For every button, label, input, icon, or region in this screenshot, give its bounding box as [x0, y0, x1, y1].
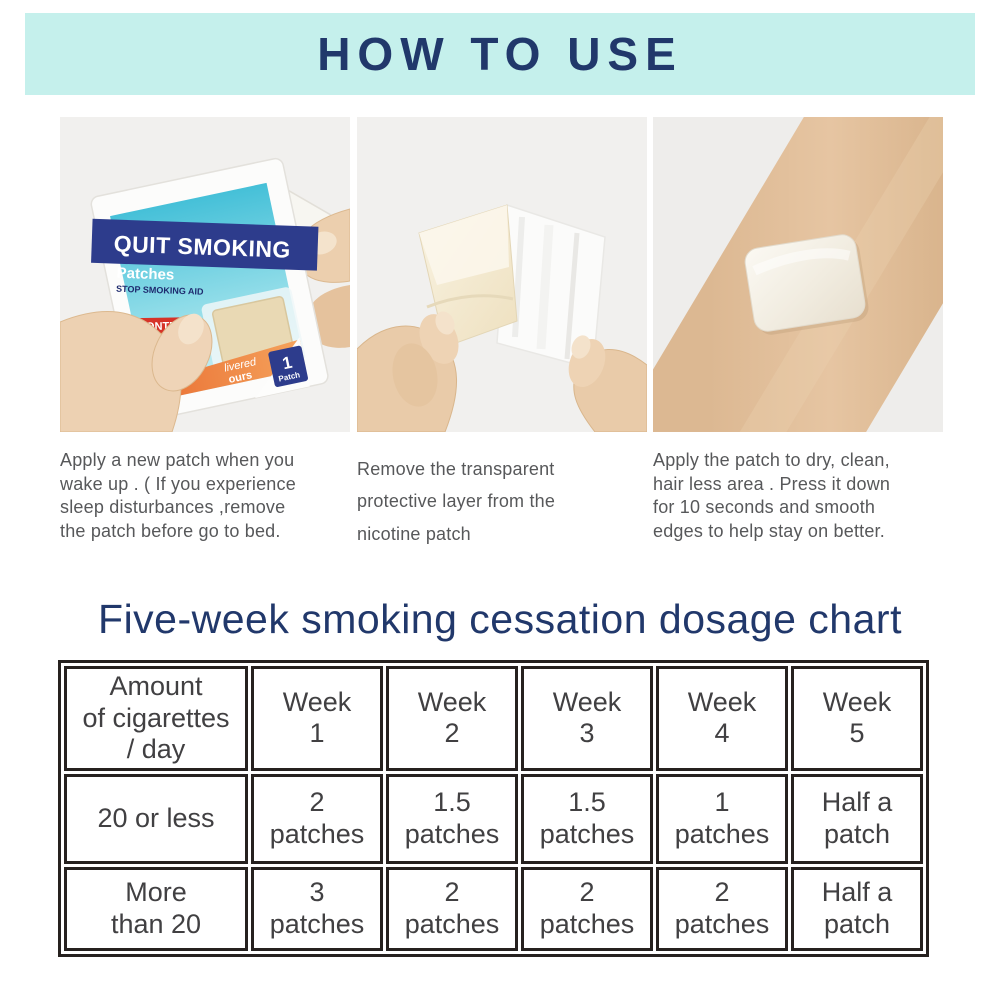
svg-text:Patch: Patch	[278, 370, 301, 383]
step-2: Remove the transparent protective layer …	[357, 117, 647, 550]
row1-week5: Half a patch	[791, 773, 923, 864]
step1-photo-sachet: QUIT SMOKING Patches STOP SMOKING AID CO…	[60, 117, 350, 432]
step3-caption: Apply the patch to dry, clean, hair less…	[653, 450, 891, 541]
page-title: HOW TO USE	[317, 28, 683, 80]
row1-week4: 1 patches	[656, 773, 788, 864]
row1-week2: 1.5 patches	[386, 773, 518, 864]
step-1: QUIT SMOKING Patches STOP SMOKING AID CO…	[60, 117, 350, 543]
applied-patch	[744, 234, 869, 335]
table-header-row: Amount of cigarettes / day Week 1 Week 2…	[64, 666, 923, 771]
header-amount: Amount of cigarettes / day	[64, 666, 248, 771]
step1-caption: Apply a new patch when you wake up . ( I…	[60, 450, 296, 541]
patch-sachet: QUIT SMOKING Patches STOP SMOKING AID CO…	[90, 157, 329, 423]
row2-week2: 2 patches	[386, 866, 518, 951]
header-week-3: Week 3	[521, 666, 653, 771]
row1-label: 20 or less	[64, 773, 248, 864]
row2-week4: 2 patches	[656, 866, 788, 951]
band-fragment-2: ours	[227, 369, 253, 386]
header-week-1: Week 1	[251, 666, 383, 771]
svg-text:1: 1	[281, 353, 294, 374]
step2-caption: Remove the transparent protective layer …	[357, 459, 556, 544]
header-week-2: Week 2	[386, 666, 518, 771]
table-row-more-than-20: More than 20 3 patches 2 patches 2 patch…	[64, 866, 923, 951]
row2-week5: Half a patch	[791, 866, 923, 951]
step3-photo-patch-on-arm	[653, 117, 943, 432]
how-to-use-banner: HOW TO USE	[25, 13, 975, 95]
sachet-title-band	[91, 218, 319, 271]
right-hand	[568, 335, 647, 432]
row2-label: More than 20	[64, 866, 248, 951]
sachet-tagline: STOP SMOKING AID	[116, 284, 204, 297]
left-hand	[60, 311, 213, 432]
sachet-subtitle: Patches	[116, 265, 174, 284]
sachet-title: QUIT SMOKING	[113, 231, 291, 263]
dosage-table: Amount of cigarettes / day Week 1 Week 2…	[58, 660, 929, 957]
dosage-chart-title: Five-week smoking cessation dosage chart	[98, 596, 902, 642]
row2-week1: 3 patches	[251, 866, 383, 951]
header-week-5: Week 5	[791, 666, 923, 771]
step2-photo-peel-layer	[357, 117, 647, 432]
row2-week3: 2 patches	[521, 866, 653, 951]
table-row-20-or-less: 20 or less 2 patches 1.5 patches 1.5 pat…	[64, 773, 923, 864]
row1-week1: 2 patches	[251, 773, 383, 864]
row1-week3: 1.5 patches	[521, 773, 653, 864]
count-badge	[268, 345, 308, 387]
left-hand	[357, 311, 459, 432]
header-week-4: Week 4	[656, 666, 788, 771]
step-3: Apply the patch to dry, clean, hair less…	[653, 117, 943, 543]
